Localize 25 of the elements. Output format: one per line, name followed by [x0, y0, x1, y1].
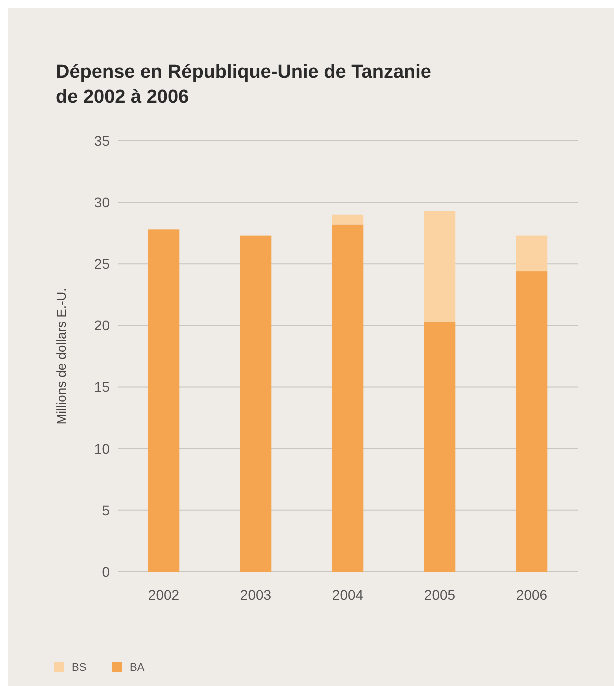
x-tick-label: 2004 — [332, 587, 364, 603]
bar — [332, 214, 364, 225]
x-tick-label: 2005 — [424, 587, 456, 603]
x-tick-label: 2006 — [516, 587, 548, 603]
y-axis-title: Millions de dollars E.-U. — [54, 288, 69, 425]
y-tick-label: 25 — [94, 256, 110, 272]
bar — [240, 236, 272, 572]
x-tick-label: 2002 — [148, 587, 180, 603]
bar — [332, 224, 364, 572]
y-tick-label: 35 — [94, 132, 110, 149]
bar — [424, 211, 456, 322]
legend-label: BA — [130, 662, 146, 674]
chart-title: Dépense en République-Unie de Tanzanie de 2002 à 2006 — [56, 62, 432, 108]
y-tick-label: 0 — [102, 564, 110, 580]
bar — [516, 236, 548, 272]
bar — [424, 322, 456, 572]
bar — [516, 272, 548, 572]
y-tick-label: 15 — [94, 379, 110, 396]
y-tick-label: 20 — [94, 318, 110, 334]
y-tick-label: 10 — [94, 440, 110, 457]
y-tick-label: 5 — [102, 502, 110, 518]
legend-label: BS — [72, 662, 87, 674]
y-tick-label: 30 — [94, 194, 110, 210]
bar — [148, 230, 180, 572]
x-tick-label: 2003 — [240, 587, 272, 603]
